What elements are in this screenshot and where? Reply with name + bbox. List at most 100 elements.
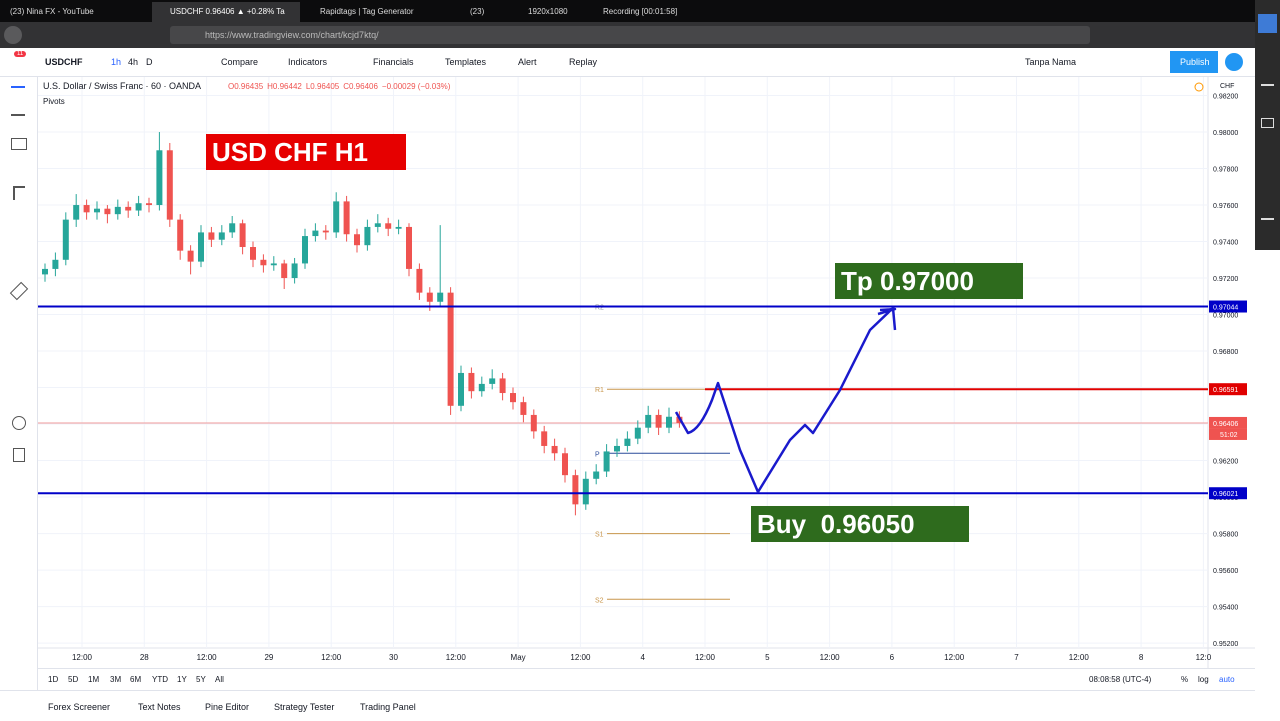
range-button[interactable]: 6M — [130, 675, 142, 684]
candle-body — [645, 414, 652, 428]
level-tag — [1209, 300, 1247, 313]
tool-icon[interactable] — [12, 416, 26, 430]
scale-option[interactable]: auto — [1219, 675, 1235, 684]
badge: 11 — [14, 51, 27, 57]
candle-body — [395, 226, 402, 229]
y-tick-label: 0.98200 — [1213, 94, 1238, 101]
candle-body — [52, 259, 59, 269]
tool-icon[interactable] — [1258, 14, 1277, 33]
bottom-panel-tabs: Forex Screener Text Notes Pine Editor Strat… — [0, 690, 1255, 721]
candle-body — [406, 226, 412, 269]
x-tick-label: 12:00 — [446, 653, 467, 662]
x-tick-label: 12:00 — [321, 653, 342, 662]
y-tick-label: 0.97600 — [1213, 203, 1238, 210]
x-tick-label: 30 — [389, 653, 398, 662]
symbol[interactable]: USDCHF — [45, 57, 83, 67]
tab[interactable]: Rapidtags | Tag Generator — [320, 7, 414, 16]
interval[interactable]: D — [146, 57, 153, 67]
panel-tab[interactable]: Forex Screener — [48, 702, 111, 712]
countdown: 51:02 — [1220, 432, 1238, 439]
scale-option[interactable]: log — [1198, 675, 1209, 684]
panel-tab[interactable]: Strategy Tester — [274, 702, 335, 712]
tool-icon[interactable] — [11, 114, 25, 116]
interval[interactable]: 4h — [128, 57, 139, 67]
toolbar-button[interactable]: Replay — [569, 57, 598, 67]
pivot-label: R2 — [595, 305, 604, 312]
level-tag-label: 0.96591 — [1213, 387, 1238, 394]
range-button[interactable]: 5Y — [196, 675, 206, 684]
annotation-box — [206, 134, 406, 170]
annotation-box — [835, 263, 1023, 299]
pivot-label: P — [595, 451, 600, 458]
candle-body — [322, 230, 329, 233]
x-tick-label: 12:00 — [197, 653, 218, 662]
candle-body — [250, 247, 256, 260]
interval[interactable]: 1h — [111, 57, 122, 67]
candle-body — [94, 208, 100, 213]
tab[interactable]: (23) — [470, 7, 485, 16]
clock[interactable]: 08:08:58 (UTC-4) — [1089, 675, 1152, 684]
panel-tab[interactable]: Pine Editor — [205, 702, 250, 712]
tool-icon[interactable] — [11, 86, 25, 88]
back-button[interactable] — [4, 26, 22, 44]
toolbar-button[interactable]: Indicators — [288, 57, 328, 67]
tab[interactable]: USDCHF 0.96406 ▲ +0.28% Ta — [170, 7, 285, 16]
panel-tab[interactable]: Text Notes — [138, 702, 181, 712]
tool-icon[interactable] — [9, 281, 29, 301]
candle-body — [62, 219, 69, 260]
annotation-text: Buy 0.96050 — [757, 509, 915, 539]
x-tick-label: 8 — [1139, 653, 1144, 662]
candle-body — [281, 263, 288, 279]
url[interactable]: https://www.tradingview.com/chart/kcjd7k… — [170, 26, 1090, 44]
active-tab — [152, 2, 300, 22]
play-button[interactable] — [1225, 53, 1243, 71]
x-tick-label: 12:00 — [72, 653, 93, 662]
x-tick-label: 12:00 — [944, 653, 965, 662]
x-tick-label: 7 — [1014, 653, 1019, 662]
toolbar-button[interactable]: Compare — [221, 57, 259, 67]
scale-option[interactable]: % — [1181, 675, 1189, 684]
annotation-box — [751, 506, 969, 542]
range-button[interactable]: 5D — [68, 675, 79, 684]
tool-icon[interactable] — [1261, 84, 1274, 86]
candle-body — [177, 219, 184, 251]
candle-body — [208, 232, 215, 240]
candle-body — [270, 263, 277, 266]
publish-button[interactable]: Publish — [1180, 57, 1210, 67]
range-button[interactable]: 3M — [110, 675, 122, 684]
range-button[interactable]: YTD — [152, 675, 168, 684]
x-tick-label: 28 — [140, 653, 149, 662]
candle-body — [530, 414, 537, 432]
toolbar-button[interactable]: Financials — [373, 57, 414, 67]
range-button[interactable]: 1Y — [177, 675, 187, 684]
x-tick-label: 12:00 — [1069, 653, 1090, 662]
publish-bg — [1170, 51, 1218, 73]
tool-icon[interactable] — [13, 448, 25, 462]
tool-icon[interactable] — [11, 138, 27, 150]
toolbar-button[interactable]: Templates — [445, 57, 487, 67]
candle-body — [260, 259, 267, 266]
candle-body — [125, 206, 132, 211]
range-button[interactable]: All — [215, 675, 224, 684]
candle-body — [562, 453, 568, 476]
candle-body — [458, 372, 464, 406]
panel-tab[interactable]: Trading Panel — [360, 702, 416, 712]
candle-body — [520, 402, 527, 415]
drawing-toolbar — [0, 76, 38, 690]
candle-body — [478, 383, 485, 392]
tool-icon[interactable] — [1261, 218, 1274, 220]
layout-name[interactable]: Tanpa Nama — [1025, 57, 1077, 67]
range-button[interactable]: 1M — [88, 675, 100, 684]
hand-drawn-path — [674, 306, 897, 494]
annotation-text: Tp 0.97000 — [841, 266, 974, 296]
pivot-label: S2 — [595, 597, 604, 604]
tab[interactable]: (23) Nina FX - YouTube — [10, 7, 94, 16]
tool-icon[interactable] — [1261, 118, 1274, 128]
range-button[interactable]: 1D — [48, 675, 59, 684]
toolbar-button[interactable]: Alert — [518, 57, 537, 67]
y-tick-label: 0.95600 — [1213, 568, 1238, 575]
y-tick-label: 0.97000 — [1213, 313, 1238, 320]
y-tick-label: 0.95400 — [1213, 605, 1238, 612]
tool-icon[interactable] — [13, 186, 25, 200]
